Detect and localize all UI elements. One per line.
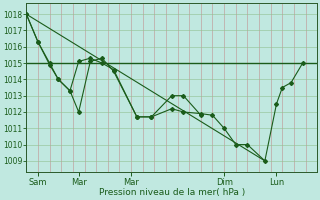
X-axis label: Pression niveau de la mer( hPa ): Pression niveau de la mer( hPa ) bbox=[99, 188, 245, 197]
